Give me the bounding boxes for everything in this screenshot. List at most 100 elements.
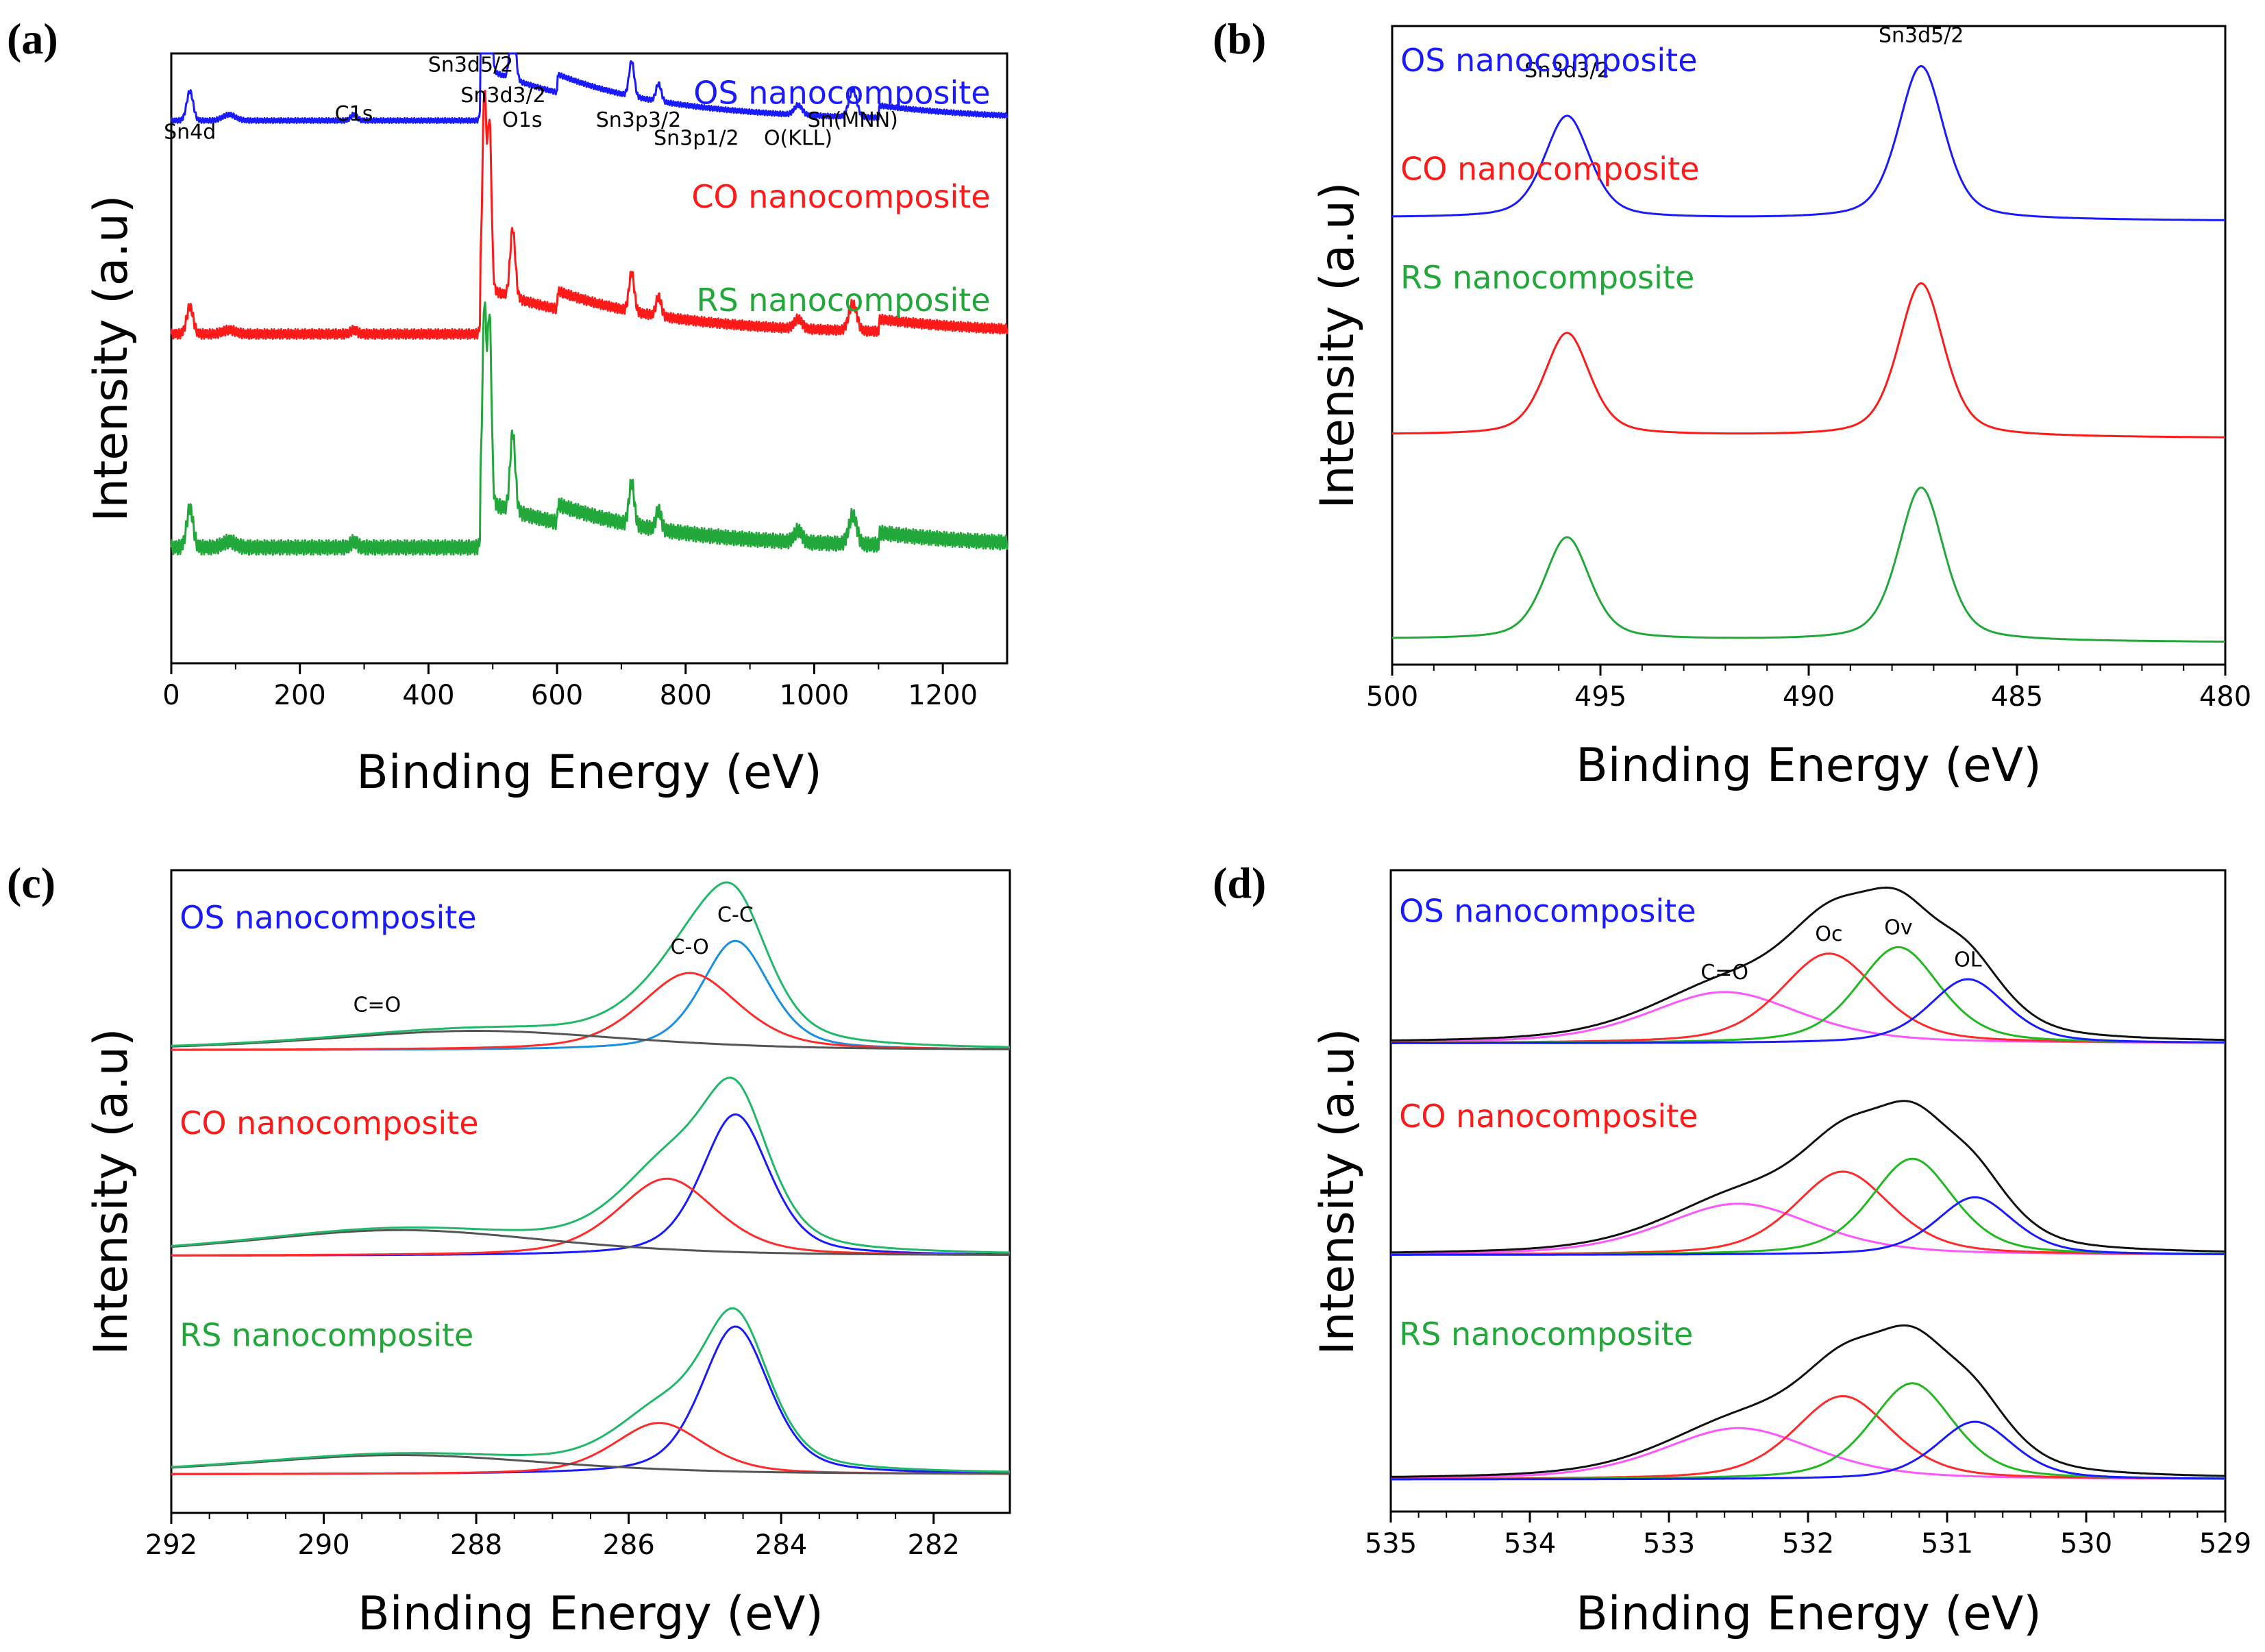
series-name-rs-nanocomposite: RS nanocomposite (697, 282, 991, 319)
trace-co-nanocomposite (170, 89, 1008, 340)
x-tick-label: 530 (2060, 1528, 2112, 1559)
component-ol (1391, 1196, 2226, 1256)
peak-label-c-o: C=O (354, 993, 401, 1017)
panel-a-x-ticks: 0 200 400 600 800 1000 1200 (162, 663, 978, 711)
series-name-co-nanocomposite: CO nanocomposite (1400, 150, 1699, 187)
peak-label-sn-mnn: Sn(MNN) (808, 108, 898, 132)
envelope-co-nanocomposite (1391, 1100, 2225, 1254)
component-oc (1391, 1170, 2225, 1256)
x-tick-label: 535 (1365, 1528, 1417, 1559)
panel-b-frame (1391, 25, 2227, 666)
panel-a-traces (170, 52, 1008, 556)
peak-label-o-kll: O(KLL) (764, 127, 832, 151)
x-tick-label: 500 (1366, 681, 1418, 713)
component-c-o (171, 1030, 1010, 1050)
peak-label-ol: OL (1954, 948, 1982, 972)
panel-b-x-ticks: 500 495 490 485 480 (1366, 665, 2251, 713)
trace-co-nanocomposite (1391, 282, 2225, 439)
component-ov (1391, 1382, 2225, 1481)
panel-d: (d) 535 534 533 532 531 530 529 C=O Oc Ov OL OS n… (1213, 859, 2251, 1641)
series-name-co-nanocomposite: CO nanocomposite (180, 1105, 478, 1142)
x-tick-label: 1000 (780, 680, 850, 711)
series-name-rs-nanocomposite: RS nanocomposite (1399, 1316, 1693, 1353)
x-tick-label: 532 (1782, 1528, 1834, 1559)
panel-b-label: (b) (1213, 14, 1266, 63)
series-name-os-nanocomposite: OS nanocomposite (693, 75, 990, 112)
component-ov (1391, 1157, 2225, 1256)
panel-b-series-names: OS nanocomposite CO nanocomposite RS nanoc… (1400, 42, 1699, 296)
peak-label-sn3d5-2: Sn3d5/2 (428, 53, 513, 77)
panel-b-x-axis-label: Binding Energy (eV) (1576, 739, 2042, 793)
peak-label-c-o: C=O (1700, 961, 1748, 985)
peak-label-o1s: O1s (502, 108, 542, 132)
x-tick-label: 290 (297, 1529, 349, 1561)
component-c-o (171, 1454, 1010, 1475)
peak-label-ov: Ov (1884, 916, 1912, 940)
series-name-rs-nanocomposite: RS nanocomposite (180, 1317, 473, 1354)
x-tick-label: 529 (2199, 1528, 2251, 1559)
x-tick-label: 286 (602, 1529, 654, 1561)
panel-c-label: (c) (7, 859, 55, 907)
x-tick-label: 400 (402, 680, 454, 711)
series-name-co-nanocomposite: CO nanocomposite (691, 178, 990, 215)
series-name-os-nanocomposite: OS nanocomposite (1399, 892, 1696, 929)
component-ol (1391, 1420, 2226, 1481)
peak-label-c1s: C1s (335, 102, 373, 126)
series-name-os-nanocomposite: OS nanocomposite (180, 899, 476, 936)
panel-c-x-ticks: 292 290 288 286 284 282 (145, 1513, 960, 1561)
panel-d-label: (d) (1213, 859, 1266, 907)
series-name-os-nanocomposite: OS nanocomposite (1400, 42, 1697, 79)
panel-d-x-ticks: 535 534 533 532 531 530 529 (1365, 1512, 2251, 1559)
panel-d-x-axis-label: Binding Energy (eV) (1576, 1587, 2042, 1641)
x-tick-label: 200 (274, 680, 326, 711)
component-c-o (171, 1177, 1010, 1257)
panel-b: (b) 500 495 490 485 480 Sn3d3/2 Sn3d5/2 OS na… (1213, 14, 2251, 793)
x-tick-label: 284 (755, 1529, 807, 1561)
panel-c-frame (170, 869, 1011, 1514)
series-name-rs-nanocomposite: RS nanocomposite (1400, 259, 1694, 296)
component-oc (1391, 1395, 2225, 1480)
trace-rs-nanocomposite (170, 301, 1008, 556)
x-tick-label: 600 (531, 680, 583, 711)
x-tick-label: 534 (1504, 1528, 1556, 1559)
peak-label-sn3p3-2: Sn3p3/2 (596, 108, 681, 132)
x-tick-label: 292 (145, 1529, 197, 1561)
panel-a-label: (a) (7, 14, 58, 63)
peak-label-sn3d3-2: Sn3d3/2 (460, 84, 545, 108)
panel-c-traces (171, 881, 1011, 1475)
panel-b-traces (1391, 65, 2226, 643)
x-tick-label: 480 (2199, 681, 2251, 713)
peak-label-sn3d5-2: Sn3d5/2 (1879, 23, 1964, 47)
panel-d-y-axis-label: Intensity (a.u) (1311, 1028, 1365, 1355)
envelope-os-nanocomposite (1390, 886, 2225, 1042)
component-c-c (171, 939, 1010, 1051)
panel-a-series-names: OS nanocomposite CO nanocomposite RS nanoc… (691, 75, 990, 319)
x-tick-label: 495 (1574, 681, 1626, 713)
panel-b-y-axis-label: Intensity (a.u) (1311, 182, 1365, 508)
x-tick-label: 282 (908, 1529, 960, 1561)
panel-c-y-axis-label: Intensity (a.u) (84, 1028, 138, 1355)
series-name-co-nanocomposite: CO nanocomposite (1399, 1098, 1698, 1135)
trace-rs-nanocomposite (1392, 486, 2225, 643)
component-c-o (171, 972, 1010, 1051)
peak-label-oc: Oc (1815, 922, 1842, 946)
x-tick-label: 1200 (908, 680, 978, 711)
envelope-rs-nanocomposite (171, 1307, 1011, 1473)
component-c-o (171, 1229, 1010, 1256)
envelope-co-nanocomposite (171, 1076, 1010, 1254)
peak-label-sn4d: Sn4d (164, 121, 216, 145)
panel-a: (a) 0 200 400 600 800 1000 1200 Sn4d C1s Sn3d5/2… (7, 14, 1008, 800)
peak-label-c-o: C-O (671, 935, 709, 959)
envelope-os-nanocomposite (171, 881, 1011, 1048)
x-tick-label: 485 (1991, 681, 2043, 713)
envelope-rs-nanocomposite (1391, 1324, 2225, 1478)
x-tick-label: 0 (162, 680, 180, 711)
panel-c-series-names: OS nanocomposite CO nanocomposite RS nanoc… (180, 899, 478, 1354)
trace-os-nanocomposite (170, 52, 1008, 124)
peak-label-sn3d3-2: Sn3d3/2 (1524, 59, 1609, 83)
panel-d-traces (1390, 886, 2226, 1481)
x-tick-label: 288 (450, 1529, 502, 1561)
panel-d-peak-annotations: C=O Oc Ov OL (1700, 916, 1982, 985)
component-ol (1391, 978, 2225, 1044)
